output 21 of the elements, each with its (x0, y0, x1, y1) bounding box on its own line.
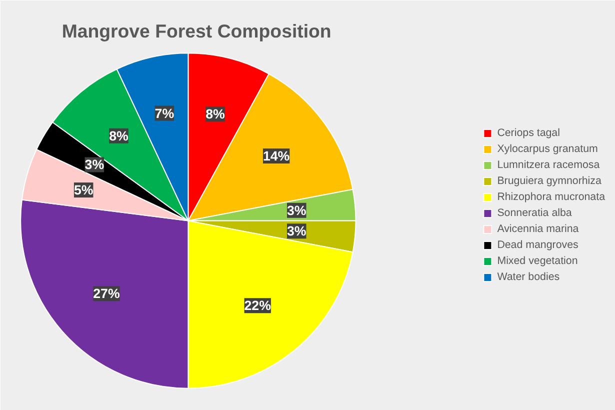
data-label: 8% (206, 106, 226, 122)
chart-title: Mangrove Forest Composition (62, 20, 332, 42)
legend-label: Lumnitzera racemosa (497, 159, 600, 171)
data-label: 3% (84, 157, 104, 172)
legend-label: Mixed vegetation (497, 255, 578, 267)
legend-label: Ceriops tagal (497, 127, 560, 139)
data-label: 3% (286, 202, 306, 218)
data-label: 8% (109, 128, 129, 144)
data-label: 3% (286, 224, 306, 239)
data-label: 22% (244, 298, 272, 314)
legend-label: Rhizophora mucronata (497, 191, 605, 203)
legend-label: Sonneratia alba (497, 207, 572, 219)
legend-label: Dead mangroves (497, 239, 578, 251)
legend-label: Xylocarpus granatum (497, 143, 598, 155)
data-label: 7% (154, 106, 174, 121)
legend-label: Avicennia marina (497, 223, 579, 235)
data-label: 5% (74, 182, 94, 198)
data-label: 14% (262, 148, 290, 164)
legend-label: Water bodies (497, 271, 560, 283)
legend-label: Bruguiera gymnorhiza (497, 175, 602, 187)
data-label: 27% (93, 286, 120, 302)
